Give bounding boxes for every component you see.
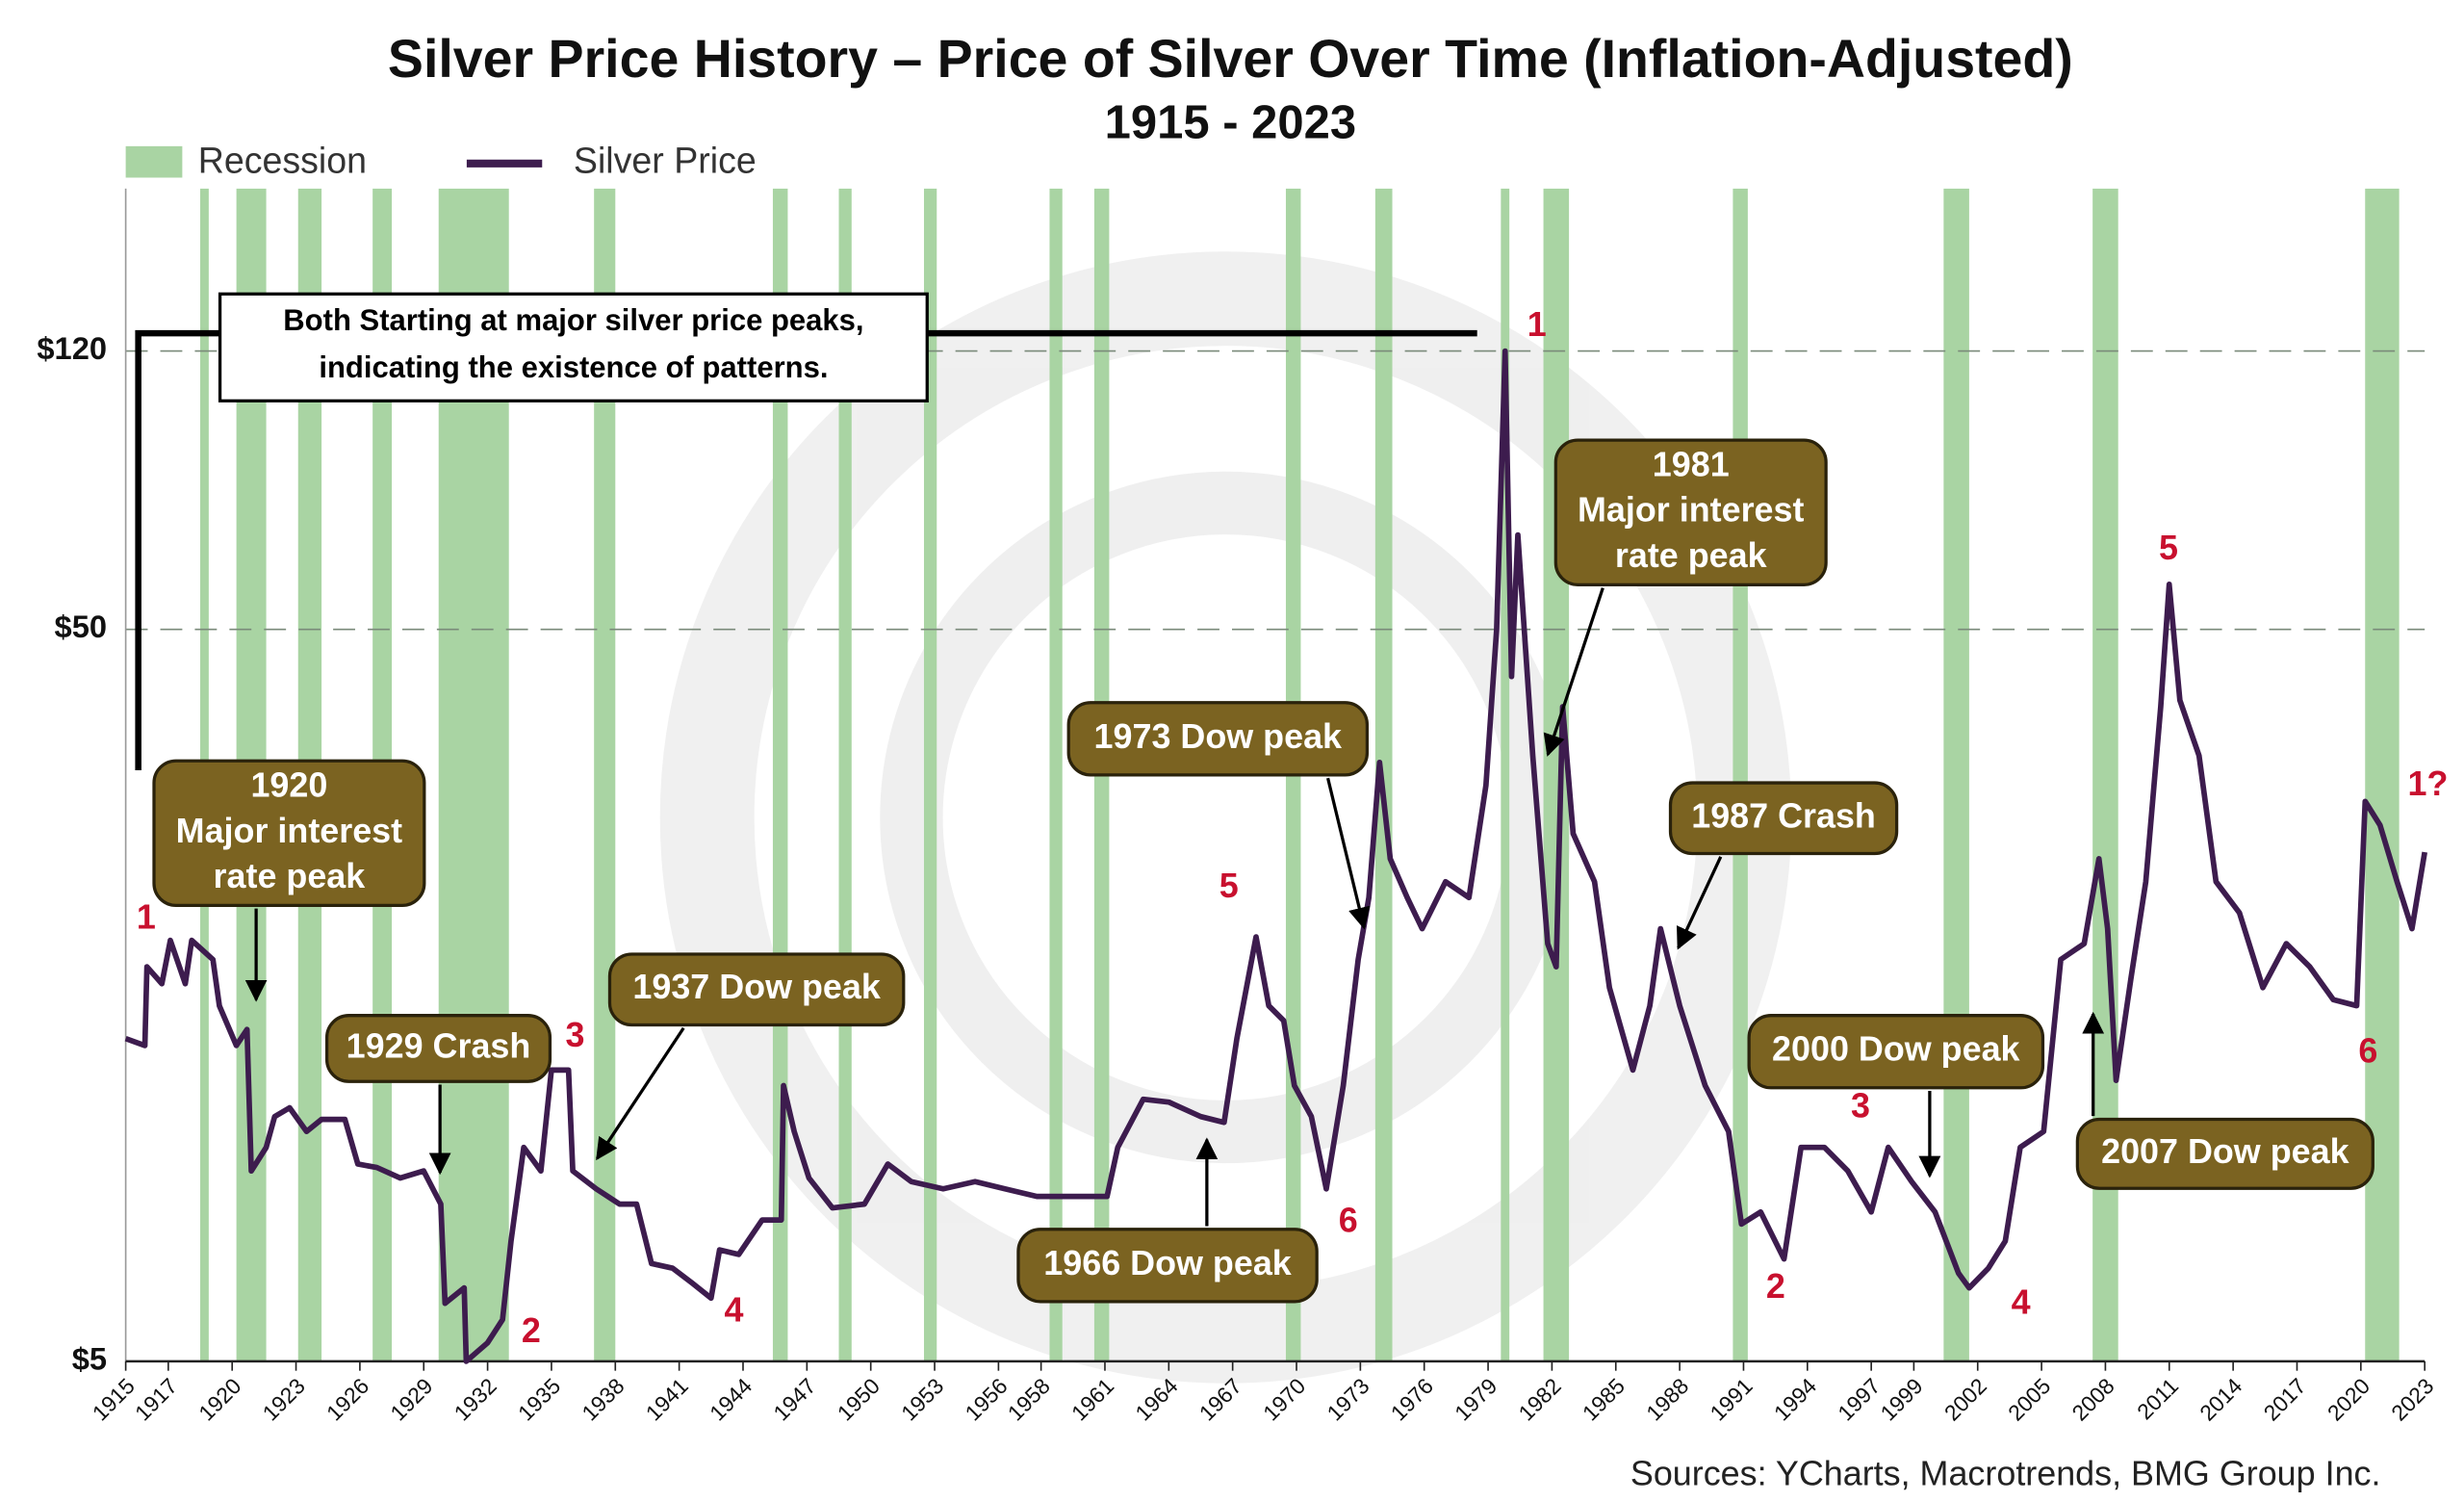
- callout-box: [1553, 438, 1828, 586]
- recession-band: [923, 188, 937, 1361]
- callout-box: [2075, 1117, 2374, 1190]
- callout-arrow: [1676, 856, 1723, 950]
- callout-arrow: [596, 1026, 685, 1161]
- cycle-marker: 2: [1766, 1266, 1785, 1306]
- y-tick-label: $50: [55, 609, 107, 644]
- y-tick-label: $5: [72, 1341, 107, 1377]
- cycle-marker: 1: [137, 897, 156, 937]
- cycle-marker: 3: [566, 1015, 585, 1054]
- callout-text: Major interest: [1578, 490, 1804, 530]
- legend-label: Silver Price: [574, 141, 757, 181]
- cycle-marker: 6: [2358, 1030, 2377, 1070]
- chart-title: Silver Price History – Price of Silver O…: [388, 29, 2073, 89]
- note-box: [218, 292, 929, 402]
- recession-band: [838, 188, 852, 1361]
- recession-band: [1943, 188, 1969, 1361]
- callout-arrow: [1326, 777, 1371, 930]
- chart-subtitle: 1915 - 2023: [1105, 97, 1356, 149]
- cycle-marker: 1?: [2407, 764, 2448, 803]
- cycle-marker: 1: [1527, 304, 1547, 344]
- callout-text: 2000 Dow peak: [1772, 1029, 2019, 1069]
- callout-text: 1937 Dow peak: [632, 967, 880, 1006]
- silver-price-line: [124, 348, 2428, 1364]
- note-text: Both Starting at major silver price peak…: [283, 303, 863, 337]
- cycle-marker: 4: [724, 1290, 743, 1330]
- callout-box: [1668, 781, 1899, 856]
- callout-text: 1966 Dow peak: [1043, 1243, 1291, 1282]
- bracket-line: [135, 329, 1477, 770]
- recession-band: [2365, 188, 2400, 1361]
- cycle-marker: 5: [2159, 528, 2178, 567]
- cycle-marker: 3: [1851, 1086, 1870, 1126]
- legend-label: Recession: [198, 141, 367, 181]
- note-text: indicating the existence of patterns.: [319, 350, 828, 384]
- callout-text: Major interest: [176, 811, 402, 850]
- recession-band: [1501, 188, 1510, 1361]
- callout-box: [152, 759, 426, 908]
- callout-text: 1987 Crash: [1691, 795, 1876, 835]
- cycle-marker: 6: [1339, 1201, 1358, 1240]
- callout-text: 1981: [1653, 444, 1730, 483]
- recession-band: [1374, 188, 1393, 1361]
- recession-band: [594, 188, 616, 1361]
- recession-band: [1049, 188, 1063, 1361]
- cycle-marker: 4: [2012, 1282, 2031, 1322]
- callout-arrow: [1543, 587, 1604, 757]
- callout-text: 1920: [250, 764, 327, 804]
- callout-box: [1016, 1228, 1319, 1304]
- recession-band: [772, 188, 788, 1361]
- callout-text: 1929 Crash: [346, 1025, 531, 1065]
- source-note: Sources: YCharts, Macrotrends, BMG Group…: [1630, 1454, 2381, 1493]
- callout-box: [1066, 701, 1370, 777]
- cycle-marker: 5: [1219, 866, 1239, 905]
- callout-box: [607, 952, 906, 1027]
- callout-text: rate peak: [214, 856, 366, 895]
- callout-text: 2007 Dow peak: [2101, 1131, 2348, 1171]
- recession-band: [1543, 188, 1570, 1361]
- legend-swatch: [125, 145, 183, 178]
- y-tick-label: $120: [37, 330, 107, 366]
- callout-box: [1747, 1014, 2045, 1090]
- cycle-marker: 2: [522, 1310, 541, 1350]
- callout-text: 1973 Dow peak: [1094, 716, 1342, 756]
- callout-box: [324, 1014, 552, 1083]
- callout-text: rate peak: [1615, 535, 1767, 575]
